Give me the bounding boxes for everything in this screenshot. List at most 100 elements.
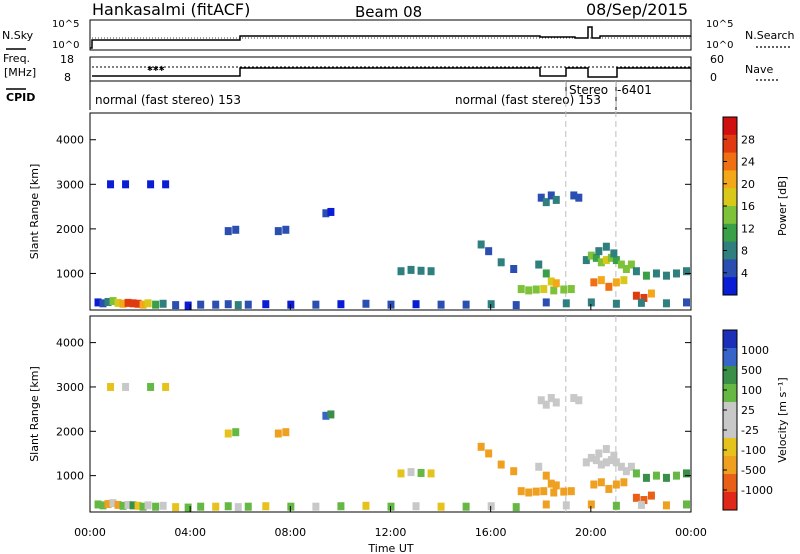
colorbar-tick-label: 12 xyxy=(741,222,755,235)
beam-title: Beam 08 xyxy=(355,3,422,21)
station-title: Hankasalmi (fitACF) xyxy=(92,0,250,19)
power-cell xyxy=(224,300,232,309)
power-cell xyxy=(632,291,640,300)
power-cell xyxy=(632,267,640,276)
ytick-label: 1000 xyxy=(56,470,84,483)
power-cell xyxy=(485,247,493,256)
power-cell xyxy=(517,285,525,294)
velocity-cell xyxy=(322,411,330,420)
cpid-panel: CPID normal (fast stereo) 153 normal (fa… xyxy=(6,81,692,110)
ytick-label: 4000 xyxy=(56,337,84,350)
power-cell xyxy=(542,269,550,278)
colorbar-swatch xyxy=(723,206,737,225)
power-cell xyxy=(587,251,595,260)
xtick-label: 16:00 xyxy=(475,526,507,539)
velocity-cell xyxy=(682,500,690,509)
power-cell xyxy=(605,282,613,291)
colorbar-swatch xyxy=(723,348,737,367)
velocity-cell xyxy=(537,396,545,405)
velocity-cell xyxy=(109,499,117,508)
velocity-cell xyxy=(234,503,242,512)
power-cell xyxy=(597,276,605,285)
colorbar-swatch xyxy=(723,152,737,171)
velocity-cell xyxy=(159,501,167,510)
velocity-cell xyxy=(637,500,645,509)
power-cell xyxy=(244,300,252,309)
xtick-label: 12:00 xyxy=(375,526,407,539)
power-cell xyxy=(417,266,425,275)
power-cell xyxy=(152,300,160,309)
xtick-label: 08:00 xyxy=(274,526,306,539)
power-cell xyxy=(537,193,545,202)
power-cell xyxy=(462,300,470,309)
cpid-text-2: normal (fast stereo) 153 xyxy=(455,93,601,107)
velocity-cell xyxy=(485,449,493,458)
power-cell xyxy=(602,242,610,251)
velocity-cell xyxy=(232,428,240,437)
power-cell xyxy=(337,300,345,309)
velocity-cell xyxy=(99,501,107,510)
power-cell xyxy=(582,256,590,265)
colorbar-tick-label: -25 xyxy=(741,424,759,437)
power-cell xyxy=(147,180,155,189)
velocity-cell xyxy=(124,500,132,509)
velocity-cell xyxy=(662,473,670,482)
nave-tick-top: 60 xyxy=(710,53,724,66)
velocity-cell xyxy=(437,502,445,511)
power-cell xyxy=(397,267,405,276)
freq-trace xyxy=(92,67,691,78)
velocity-cell xyxy=(119,501,127,510)
velocity-cell xyxy=(612,480,620,489)
ytick-label: 2000 xyxy=(56,425,84,438)
colorbar-swatch xyxy=(723,366,737,385)
power-cell xyxy=(197,300,205,309)
cpid-text-3: Stereo xyxy=(569,83,608,97)
cpid-label: CPID xyxy=(6,91,35,104)
power-cell xyxy=(262,300,270,309)
freq-tick-bottom: 8 xyxy=(64,71,71,84)
power-cell xyxy=(662,271,670,280)
freq-label-1: Freq. xyxy=(3,52,30,65)
power-cell xyxy=(672,269,680,278)
colorbar-tick-label: 100 xyxy=(741,384,762,397)
velocity-cell xyxy=(642,473,650,482)
ytick-label: 3000 xyxy=(56,381,84,394)
velocity-cell xyxy=(162,382,170,391)
power-cell xyxy=(587,298,595,307)
freq-label-2: [MHz] xyxy=(4,66,36,79)
velocity-cell xyxy=(497,460,505,469)
velocity-cell xyxy=(532,487,540,496)
power-cell xyxy=(312,300,320,309)
power-cell xyxy=(535,260,543,269)
power-cell xyxy=(590,278,598,287)
colorbar-tick-label: 8 xyxy=(741,245,748,258)
ytick-label: 3000 xyxy=(56,178,84,191)
power-cell xyxy=(682,267,690,276)
colorbar-tick-label: 24 xyxy=(741,156,755,169)
power-cell xyxy=(592,253,600,262)
velocity-cell xyxy=(612,501,620,510)
velocity-cell xyxy=(147,382,155,391)
power-cell xyxy=(162,180,170,189)
velocity-cell xyxy=(224,429,232,438)
colorbar-tick-label: -100 xyxy=(741,444,766,457)
velocity-cell xyxy=(560,487,568,496)
velocity-cell xyxy=(597,460,605,469)
velocity-cell xyxy=(632,469,640,478)
power-cell xyxy=(642,271,650,280)
velocity-cell xyxy=(282,428,290,437)
colorbar-swatch xyxy=(723,420,737,439)
velocity-cell xyxy=(620,478,628,487)
velocity-cell xyxy=(582,458,590,467)
power-cell xyxy=(652,269,660,278)
power-cell xyxy=(322,209,330,218)
xtick-label: 00:00 xyxy=(74,526,106,539)
power-cell xyxy=(119,299,127,308)
velocity-cell xyxy=(602,458,610,467)
colorbar-tick-label: 1000 xyxy=(741,344,769,357)
nsearch-tick-bottom: 10^0 xyxy=(706,40,733,51)
velocity-cell xyxy=(262,502,270,511)
power-cell xyxy=(282,225,290,234)
velocity-cell xyxy=(122,382,130,391)
power-cell xyxy=(129,299,137,308)
